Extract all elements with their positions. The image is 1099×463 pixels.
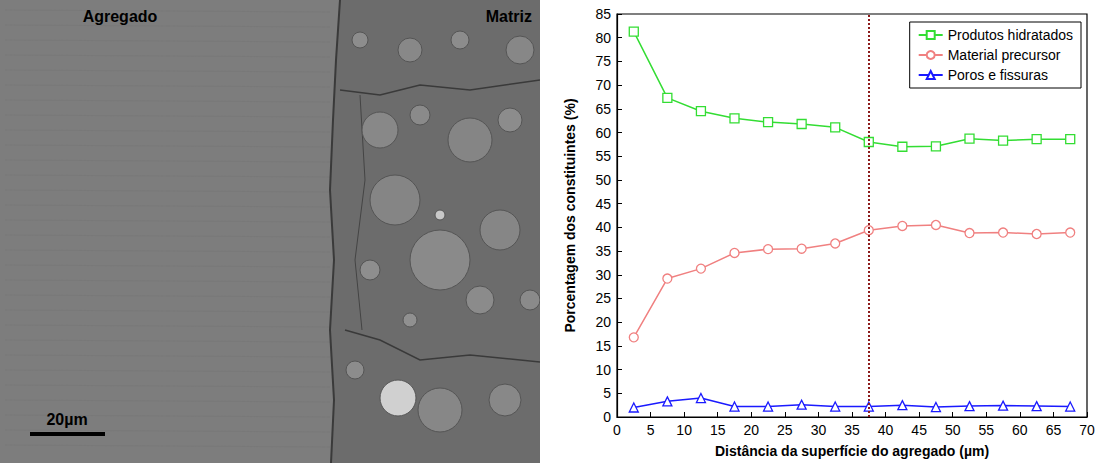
- svg-text:50: 50: [595, 172, 611, 188]
- svg-text:Agregado: Agregado: [83, 8, 158, 25]
- svg-text:Matriz: Matriz: [486, 8, 532, 25]
- svg-text:10: 10: [595, 362, 611, 378]
- svg-text:45: 45: [911, 422, 927, 438]
- svg-text:15: 15: [710, 422, 726, 438]
- svg-text:20: 20: [595, 314, 611, 330]
- svg-text:65: 65: [1046, 422, 1062, 438]
- svg-text:70: 70: [595, 77, 611, 93]
- svg-text:0: 0: [613, 422, 621, 438]
- svg-text:60: 60: [595, 125, 611, 141]
- svg-text:30: 30: [595, 267, 611, 283]
- svg-text:20: 20: [743, 422, 759, 438]
- svg-text:55: 55: [595, 148, 611, 164]
- svg-text:65: 65: [595, 101, 611, 117]
- svg-text:25: 25: [777, 422, 793, 438]
- svg-text:30: 30: [811, 422, 827, 438]
- svg-text:Produtos hidratados: Produtos hidratados: [948, 27, 1073, 43]
- svg-text:70: 70: [1079, 422, 1095, 438]
- svg-text:5: 5: [647, 422, 655, 438]
- svg-text:60: 60: [1012, 422, 1028, 438]
- svg-text:45: 45: [595, 196, 611, 212]
- svg-text:35: 35: [595, 243, 611, 259]
- svg-text:80: 80: [595, 30, 611, 46]
- svg-text:0: 0: [603, 409, 611, 425]
- svg-text:40: 40: [595, 219, 611, 235]
- svg-text:75: 75: [595, 53, 611, 69]
- svg-text:10: 10: [676, 422, 692, 438]
- svg-text:85: 85: [595, 6, 611, 22]
- svg-text:20µm: 20µm: [46, 411, 87, 428]
- svg-text:Distância da superfície do agr: Distância da superfície do agregado (µm): [715, 443, 989, 459]
- svg-text:15: 15: [595, 338, 611, 354]
- svg-text:40: 40: [878, 422, 894, 438]
- svg-text:35: 35: [844, 422, 860, 438]
- svg-text:Poros e fissuras: Poros e fissuras: [948, 67, 1048, 83]
- svg-text:Porcentagem dos constituintes: Porcentagem dos constituintes (%): [562, 98, 578, 332]
- svg-text:5: 5: [603, 385, 611, 401]
- svg-text:50: 50: [945, 422, 961, 438]
- svg-text:55: 55: [978, 422, 994, 438]
- svg-text:25: 25: [595, 290, 611, 306]
- svg-text:Material precursor: Material precursor: [948, 47, 1061, 63]
